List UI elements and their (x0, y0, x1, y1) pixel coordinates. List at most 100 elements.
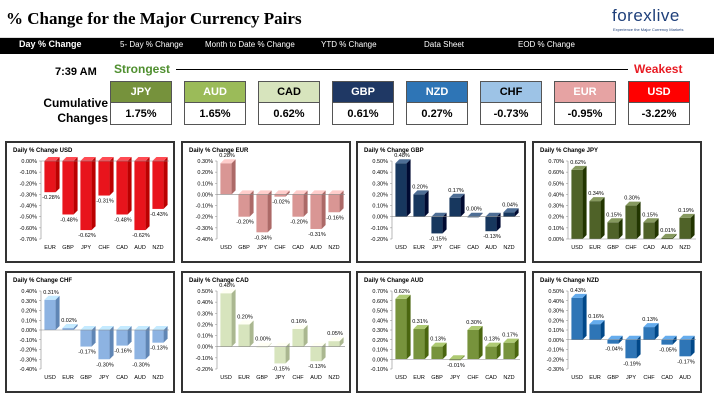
bar (625, 201, 641, 239)
logo-text: forexlive (612, 6, 680, 25)
y-tick-label: 0.00% (372, 215, 388, 221)
x-category-label: EUR (238, 375, 250, 381)
bar (292, 190, 308, 217)
x-category-label: CHF (625, 245, 637, 251)
x-category-label: JPY (275, 375, 285, 381)
data-label: -0.31% (308, 232, 326, 238)
currency-cumulative-value: -0.73% (481, 102, 541, 124)
chart-panel-aud: Daily % Change AUD 0.70% 0.60% 0.50% 0.40% 0… (356, 271, 526, 393)
y-tick-label: 0.30% (548, 309, 564, 315)
x-category-label: EUR (413, 245, 425, 251)
data-label: -0.43% (150, 212, 168, 218)
data-label: -0.48% (114, 217, 132, 223)
x-category-label: CHF (292, 375, 304, 381)
x-category-label: NZD (328, 245, 339, 251)
weakest-label: Weakest (634, 62, 683, 76)
x-category-label: GBP (607, 375, 619, 381)
x-category-label: JPY (626, 375, 636, 381)
currency-code: CAD (259, 82, 319, 102)
data-label: -0.30% (132, 362, 150, 368)
bar (44, 157, 60, 193)
data-label: 0.00% (255, 337, 271, 343)
nav-day-change[interactable]: Day % Change (19, 39, 82, 49)
x-category-label: USD (395, 245, 407, 251)
bar (643, 218, 659, 239)
y-tick-label: 0.50% (372, 159, 388, 165)
nav-ytd-change[interactable]: YTD % Change (321, 40, 377, 49)
y-tick-label: -0.50% (20, 215, 38, 221)
data-label: -0.01% (447, 363, 465, 369)
x-category-label: USD (571, 245, 583, 251)
bar (661, 335, 677, 345)
data-label: 0.31% (43, 290, 59, 296)
y-tick-label: 0.00% (21, 328, 37, 334)
currency-code: CHF (481, 82, 541, 102)
x-category-label: JPY (432, 245, 442, 251)
x-category-label: CAD (292, 245, 304, 251)
data-label: 0.48% (219, 283, 235, 289)
data-label: -0.04% (605, 347, 623, 353)
y-tick-label: 0.20% (548, 215, 564, 221)
y-tick-label: -0.40% (20, 367, 38, 373)
bar (503, 338, 519, 360)
x-category-label: CAD (643, 245, 655, 251)
x-category-label: AUD (485, 245, 497, 251)
bar (589, 320, 605, 340)
nav-5day-change[interactable]: 5- Day % Change (120, 40, 184, 49)
nav-data-sheet[interactable]: Data Sheet (424, 40, 465, 49)
currency-cumulative-value: -0.95% (555, 102, 615, 124)
bar (116, 326, 132, 346)
data-label: 0.20% (412, 184, 428, 190)
bar (467, 212, 483, 218)
y-tick-label: -0.30% (196, 226, 214, 232)
nav-month-to-date-change[interactable]: Month to Date % Change (205, 40, 295, 49)
x-category-label: CAD (467, 245, 479, 251)
y-tick-label: 0.00% (21, 159, 37, 165)
chart-title: Daily % Change USD (13, 148, 73, 154)
y-tick-label: 0.40% (372, 170, 388, 176)
bar (292, 324, 308, 347)
bar (238, 320, 254, 347)
currency-code: GBP (333, 82, 393, 102)
data-label: -0.13% (150, 346, 168, 352)
logo-tagline: Experience the Major Currency Markets (613, 27, 684, 32)
currency-cumulative-value: 0.61% (333, 102, 393, 124)
data-label: 0.62% (570, 160, 586, 166)
bar (98, 157, 114, 196)
data-label: 0.31% (412, 319, 428, 325)
bar-chart-jpy: 0.70% 0.60% 0.50% 0.40% 0.30% 0.20% 0.10% 0.00%… (548, 159, 696, 251)
x-category-label: GBP (238, 245, 250, 251)
currency-box-nzd: NZD 0.27% (406, 81, 468, 125)
x-category-label: CAD (116, 245, 128, 251)
bar-chart-gbp: 0.50% 0.40% 0.30% 0.20% 0.10% 0.00% -0.10% -0.2… (371, 153, 520, 251)
bar (238, 190, 254, 217)
bar (274, 342, 290, 364)
y-tick-label: 0.60% (372, 299, 388, 305)
bar (274, 190, 290, 197)
bar (503, 208, 519, 217)
x-category-label: NZD (503, 245, 514, 251)
nav-bar: Day % Change 5- Day % Change Month to Da… (0, 38, 714, 54)
bar (328, 337, 344, 347)
y-tick-label: 0.00% (548, 338, 564, 344)
bar (449, 193, 465, 217)
bar (485, 342, 501, 360)
data-label: 0.02% (61, 318, 77, 324)
x-category-label: CHF (643, 375, 655, 381)
data-label: 0.17% (502, 333, 518, 339)
currency-box-chf: CHF -0.73% (480, 81, 542, 125)
title-bar: % Change for the Major Currency Pairs fo… (0, 0, 714, 38)
y-tick-label: 0.50% (548, 181, 564, 187)
y-tick-label: 0.00% (197, 345, 213, 351)
y-tick-label: -0.10% (371, 226, 389, 232)
data-label: -0.30% (96, 362, 114, 368)
bar-chart-aud: 0.70% 0.60% 0.50% 0.40% 0.30% 0.20% 0.10% 0.00%… (371, 289, 520, 381)
bar (431, 342, 447, 360)
y-tick-label: 0.00% (548, 237, 564, 243)
bar (395, 294, 411, 360)
currency-box-aud: AUD 1.65% (184, 81, 246, 125)
currency-box-cad: CAD 0.62% (258, 81, 320, 125)
y-tick-label: -0.30% (20, 357, 38, 363)
bar (220, 159, 236, 195)
nav-eod-change[interactable]: EOD % Change (518, 40, 575, 49)
